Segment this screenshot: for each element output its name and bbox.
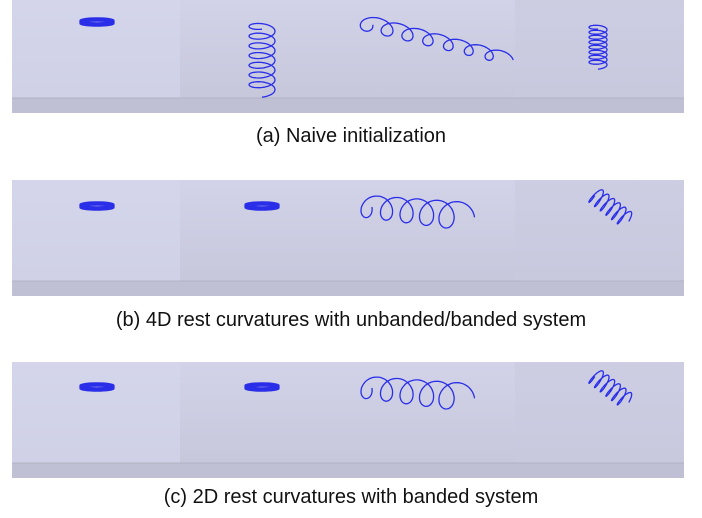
render-col: [12, 362, 180, 478]
floor: [12, 463, 684, 478]
figure: (a) Naive initialization (b) 4D rest cur…: [0, 0, 702, 518]
caption: (c) 2D rest curvatures with banded syste…: [0, 486, 702, 509]
render-col: [515, 180, 684, 296]
floor: [12, 281, 684, 296]
render-col: [12, 180, 180, 296]
caption: (b) 4D rest curvatures with unbanded/ban…: [0, 309, 702, 332]
renders: [0, 0, 702, 518]
caption: (a) Naive initialization: [0, 125, 702, 148]
floor: [12, 98, 684, 113]
render-col: [515, 0, 684, 113]
render-col: [12, 0, 180, 113]
